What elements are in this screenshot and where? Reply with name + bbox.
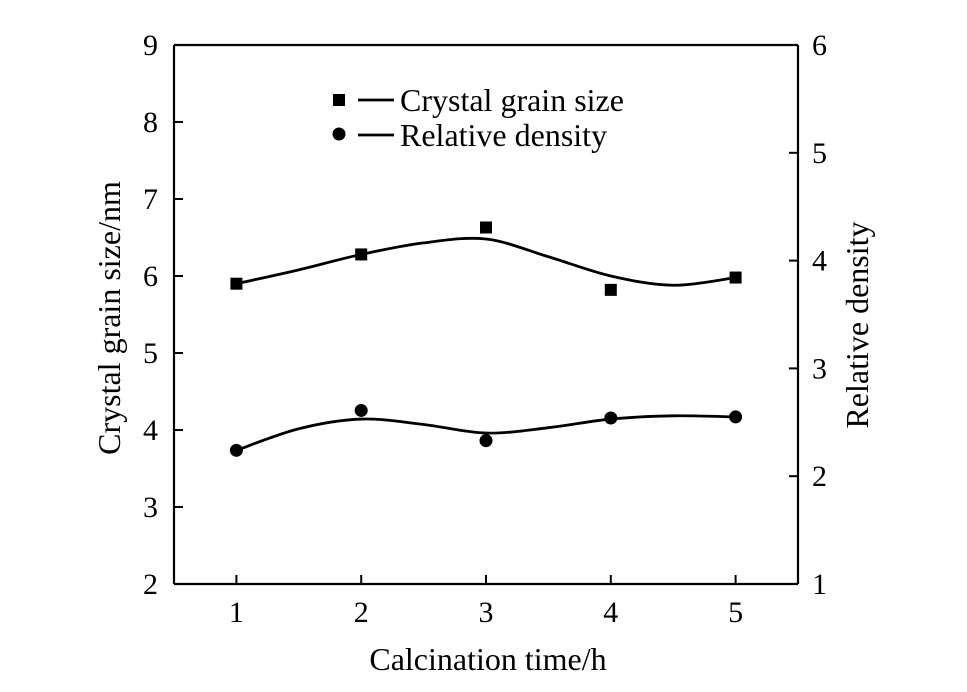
- x-tick-label-5: 5: [728, 596, 743, 629]
- y-right-tick-label-2: 2: [812, 460, 827, 493]
- legend-item-relative-density: Relative density: [332, 117, 607, 153]
- y-left-tick-label-2: 2: [143, 568, 158, 601]
- fit-curve-crystal-grain-size: [236, 236, 736, 287]
- point-crystal-grain-size-2: [355, 248, 368, 261]
- y-left-tick-label-8: 8: [143, 106, 158, 139]
- point-relative-density-4: [604, 411, 618, 425]
- legend-label-relative-density: Relative density: [400, 117, 607, 153]
- x-tick-label-2: 2: [354, 596, 369, 629]
- fit-curves: [235, 236, 736, 452]
- data-markers: [229, 221, 743, 457]
- x-tick-label-1: 1: [229, 596, 244, 629]
- fit-curve-relative-density: [235, 414, 736, 452]
- y-left-tick-label-6: 6: [143, 260, 158, 293]
- point-crystal-grain-size-4: [604, 283, 617, 296]
- point-relative-density-1: [229, 443, 243, 457]
- point-relative-density-5: [729, 410, 743, 424]
- point-relative-density-3: [479, 434, 493, 448]
- x-axis-title: Calcination time/h: [369, 641, 606, 677]
- point-relative-density-2: [354, 403, 368, 417]
- y-left-tick-label-4: 4: [143, 414, 158, 447]
- y-left-tick-label-3: 3: [143, 491, 158, 524]
- y-axis-right-ticks: 1 2 3 4 5 6: [789, 29, 827, 601]
- y-axis-left-title: Crystal grain size/nm: [91, 181, 127, 455]
- legend-square-marker: [333, 94, 345, 106]
- x-axis-ticks: 1 2 3 4 5: [229, 575, 743, 629]
- legend-label-crystal-grain-size: Crystal grain size: [400, 82, 624, 118]
- point-crystal-grain-size-1: [230, 277, 243, 290]
- y-right-tick-label-3: 3: [812, 352, 827, 385]
- y-right-tick-label-5: 5: [812, 137, 827, 170]
- y-right-tick-label-6: 6: [812, 29, 827, 62]
- legend: Crystal grain size Relative density: [332, 82, 624, 153]
- y-left-tick-label-9: 9: [143, 29, 158, 62]
- y-axis-right-title: Relative density: [839, 221, 875, 428]
- x-tick-label-3: 3: [479, 596, 494, 629]
- y-right-tick-label-4: 4: [812, 245, 827, 278]
- y-right-tick-label-1: 1: [812, 568, 827, 601]
- point-crystal-grain-size-3: [480, 221, 492, 234]
- x-tick-label-4: 4: [603, 596, 618, 629]
- point-crystal-grain-size-5: [729, 271, 742, 284]
- y-left-tick-label-5: 5: [143, 337, 158, 370]
- y-axis-left-ticks: 2 3 4 5 6 7 8 9: [143, 29, 183, 601]
- legend-item-crystal-grain-size: Crystal grain size: [333, 82, 624, 118]
- y-left-tick-label-7: 7: [143, 183, 158, 216]
- legend-circle-marker: [332, 127, 346, 141]
